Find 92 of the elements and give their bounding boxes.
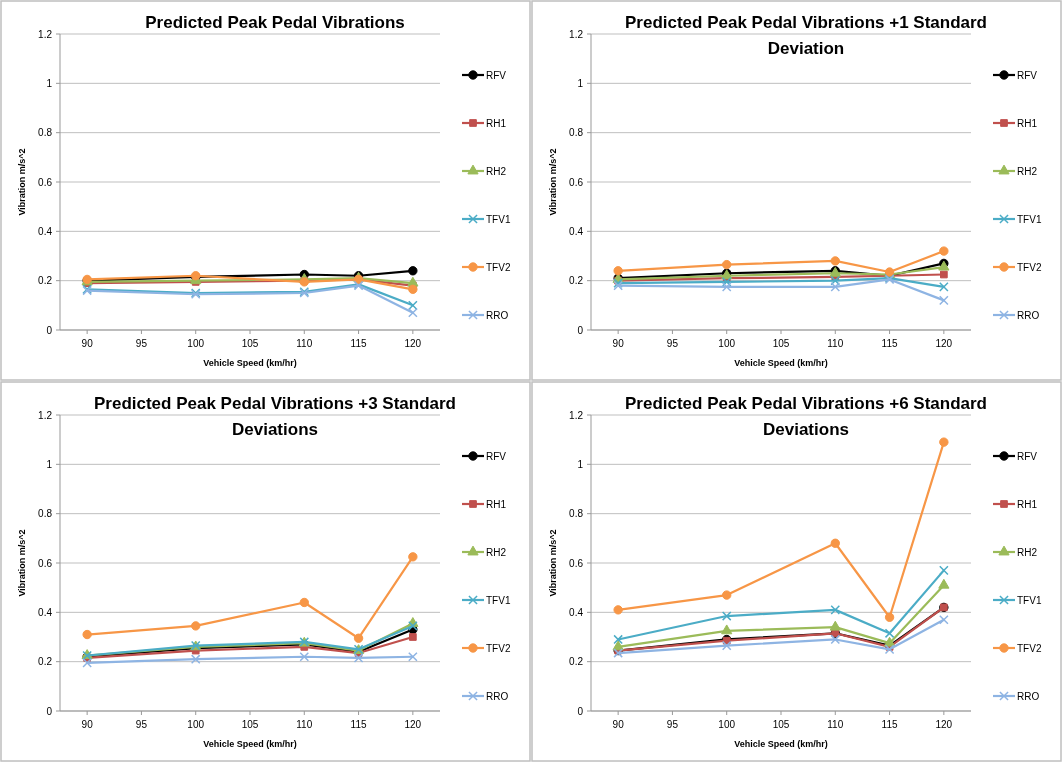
x-tick-label: 110 xyxy=(827,338,844,349)
legend-label: TFV1 xyxy=(486,594,511,606)
legend-label: TFV2 xyxy=(1017,261,1042,273)
y-tick-label: 0.2 xyxy=(38,656,53,668)
y-tick-label: 1 xyxy=(46,77,53,89)
legend-label: TFV1 xyxy=(486,213,511,225)
x-tick-label: 115 xyxy=(350,338,367,349)
legend-label: RH2 xyxy=(486,546,507,558)
y-axis-title: Vibration m/s^2 xyxy=(17,148,27,216)
y-tick-label: 0.2 xyxy=(569,275,584,287)
y-tick-label: 0.8 xyxy=(38,127,53,139)
legend-label: RH1 xyxy=(486,117,507,129)
legend-label: TFV2 xyxy=(486,261,511,273)
y-tick-label: 1.2 xyxy=(38,409,53,421)
x-tick-label: 110 xyxy=(827,719,844,730)
legend-label: RH2 xyxy=(1017,546,1038,558)
legend-label: RH2 xyxy=(486,165,507,177)
x-tick-label: 120 xyxy=(935,719,953,730)
x-tick-label: 95 xyxy=(135,338,148,349)
x-tick-label: 95 xyxy=(135,719,148,730)
x-tick-label: 115 xyxy=(881,719,898,730)
y-tick-label: 1 xyxy=(46,458,53,470)
y-axis-title: Vibration m/s^2 xyxy=(17,529,27,597)
legend-label: RH1 xyxy=(1017,498,1038,510)
legend-label: RRO xyxy=(486,309,509,321)
x-tick-label: 115 xyxy=(350,719,367,730)
x-tick-label: 105 xyxy=(772,338,790,349)
chart-title: Predicted Peak Pedal Vibrations +6 Standard Deviations xyxy=(624,394,988,439)
x-axis-title: Vehicle Speed (km/hr) xyxy=(734,739,828,749)
x-tick-label: 95 xyxy=(666,719,679,730)
x-tick-label: 120 xyxy=(935,338,953,349)
chart-title: Predicted Peak Pedal Vibrations +1 Standard Deviation xyxy=(624,13,988,58)
y-tick-label: 1.2 xyxy=(569,28,584,40)
legend-label: RH2 xyxy=(1017,165,1038,177)
y-tick-label: 0.2 xyxy=(569,656,584,668)
chart-title: Predicted Peak Pedal Vibrations xyxy=(145,13,405,32)
legend-label: TFV1 xyxy=(1017,594,1042,606)
legend-label: RFV xyxy=(1017,450,1038,462)
x-tick-label: 105 xyxy=(772,719,790,730)
x-tick-label: 120 xyxy=(404,338,422,349)
legend-label: RFV xyxy=(1017,69,1038,81)
x-tick-label: 105 xyxy=(241,719,259,730)
y-axis-title: Vibration m/s^2 xyxy=(548,148,558,216)
legend-label: TFV1 xyxy=(1017,213,1042,225)
legend-label: TFV2 xyxy=(486,642,511,654)
y-tick-label: 0.2 xyxy=(38,275,53,287)
legend-label: RRO xyxy=(1017,309,1040,321)
legend-label: RH1 xyxy=(1017,117,1038,129)
y-tick-label: 1.2 xyxy=(569,409,584,421)
chart-title: Predicted Peak Pedal Vibrations +3 Standard Deviations xyxy=(93,394,457,439)
x-tick-label: 110 xyxy=(296,719,313,730)
x-tick-label: 90 xyxy=(81,719,94,730)
x-tick-label: 100 xyxy=(718,338,736,349)
y-tick-label: 1 xyxy=(577,458,584,470)
y-tick-label: 0 xyxy=(577,705,584,717)
y-tick-label: 0.6 xyxy=(569,557,584,569)
x-tick-label: 110 xyxy=(296,338,313,349)
x-axis-title: Vehicle Speed (km/hr) xyxy=(203,358,297,368)
y-axis-title: Vibration m/s^2 xyxy=(548,529,558,597)
x-tick-label: 115 xyxy=(881,338,898,349)
y-tick-label: 0.4 xyxy=(38,225,53,237)
y-tick-label: 0.8 xyxy=(569,127,584,139)
y-tick-label: 0.8 xyxy=(38,508,53,520)
y-tick-label: 0.4 xyxy=(38,606,53,618)
legend-label: RRO xyxy=(1017,690,1040,702)
y-tick-label: 1.2 xyxy=(38,28,53,40)
x-tick-label: 100 xyxy=(187,338,205,349)
x-tick-label: 90 xyxy=(612,338,625,349)
x-tick-label: 120 xyxy=(404,719,422,730)
x-axis-title: Vehicle Speed (km/hr) xyxy=(734,358,828,368)
x-tick-label: 100 xyxy=(187,719,205,730)
legend-label: RFV xyxy=(486,69,507,81)
legend-label: TFV2 xyxy=(1017,642,1042,654)
x-tick-label: 90 xyxy=(81,338,94,349)
x-tick-label: 105 xyxy=(241,338,259,349)
legend-label: RFV xyxy=(486,450,507,462)
y-tick-label: 0.8 xyxy=(569,508,584,520)
y-tick-label: 1 xyxy=(577,77,584,89)
x-tick-label: 95 xyxy=(666,338,679,349)
y-tick-label: 0.6 xyxy=(569,176,584,188)
y-tick-label: 0 xyxy=(46,324,53,336)
y-tick-label: 0.4 xyxy=(569,606,584,618)
y-tick-label: 0.4 xyxy=(569,225,584,237)
x-axis-title: Vehicle Speed (km/hr) xyxy=(203,739,297,749)
legend-label: RH1 xyxy=(486,498,507,510)
y-tick-label: 0.6 xyxy=(38,176,53,188)
y-tick-label: 0 xyxy=(577,324,584,336)
x-tick-label: 90 xyxy=(612,719,625,730)
x-tick-label: 100 xyxy=(718,719,736,730)
y-tick-label: 0 xyxy=(46,705,53,717)
y-tick-label: 0.6 xyxy=(38,557,53,569)
legend-label: RRO xyxy=(486,690,509,702)
